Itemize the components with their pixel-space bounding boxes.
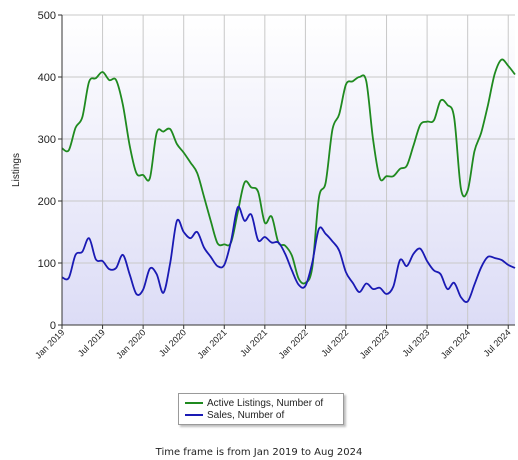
y-axis-label: Listings [11,153,22,187]
y-tick-label: 300 [38,134,56,146]
y-axis-ticks: 0 100 200 300 400 500 [38,10,62,332]
x-tick-label: Jan 2023 [358,327,391,360]
axes [61,15,515,326]
x-tick-label: Jul 2020 [157,327,188,358]
x-tick-label: Jan 2019 [33,327,66,360]
legend-item-active-listings: Active Listings, Number of [185,397,323,409]
x-tick-label: Jul 2024 [482,327,513,358]
y-tick-label: 400 [38,72,56,84]
series-line-active-listings [61,58,516,285]
x-tick-label: Jan 2022 [277,327,310,360]
x-tick-label: Jan 2024 [439,327,472,360]
x-tick-label: Jan 2020 [114,327,147,360]
y-tick-label: 0 [50,320,56,332]
x-axis-ticks: Jan 2019 Jul 2019 Jan 2020 Jul 2020 Jan 2021… [33,325,513,361]
legend-swatch-blue [185,414,203,416]
time-frame-note: Time frame is from Jan 2019 to Aug 2024 [155,447,363,458]
gridlines [62,14,515,325]
legend-label: Sales, Number of [207,409,285,421]
x-tick-label: Jul 2022 [319,327,350,358]
x-tick-label: Jul 2023 [400,327,431,358]
x-tick-label: Jul 2021 [238,327,269,358]
legend-item-sales: Sales, Number of [185,409,284,421]
legend-label: Active Listings, Number of [207,397,324,409]
x-tick-label: Jan 2021 [195,327,228,360]
x-tick-label: Jul 2019 [76,327,107,358]
plot-area [62,15,515,325]
legend: Active Listings, Number of Sales, Number… [178,393,344,425]
y-tick-label: 100 [38,258,56,270]
series-line-sales [61,205,516,303]
y-tick-label: 500 [38,10,56,22]
y-tick-label: 200 [38,196,56,208]
legend-swatch-green [185,402,203,404]
series-lines [61,58,516,303]
